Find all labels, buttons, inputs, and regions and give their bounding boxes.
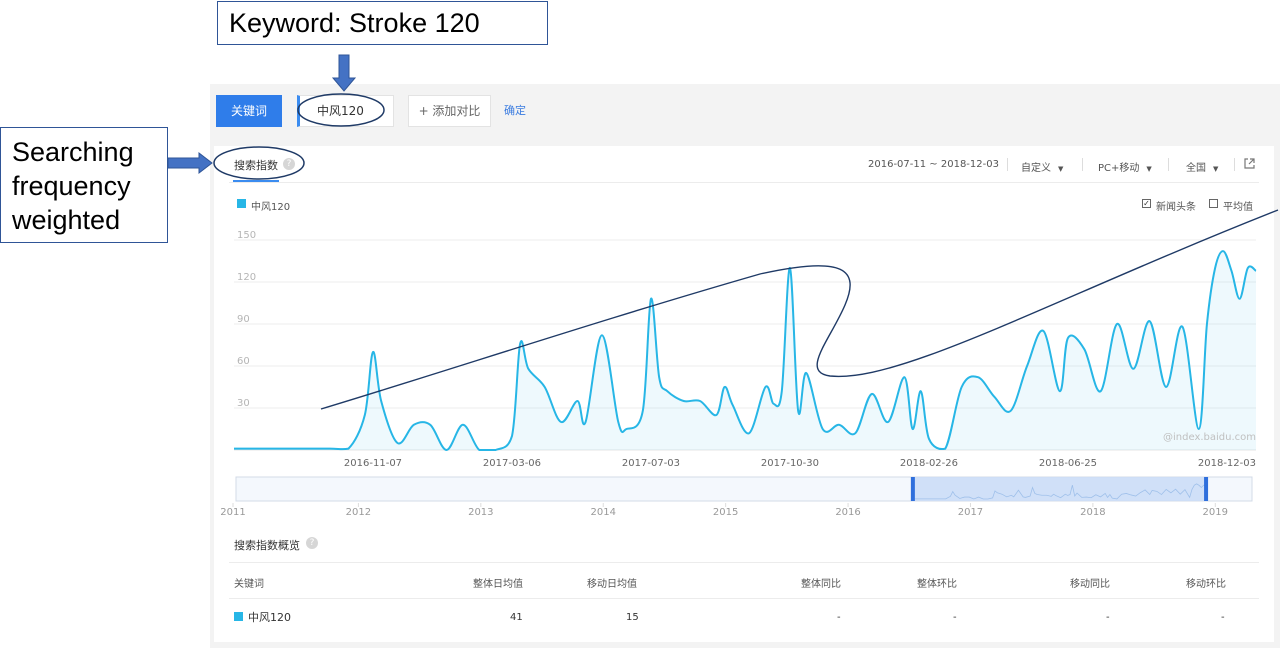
caret-down-icon: ▼ (1213, 165, 1219, 173)
annotation-line-2: frequency (12, 171, 131, 201)
row-keyword: 中风120 (248, 611, 291, 624)
navigator-year-label: 2013 (468, 507, 493, 518)
y-tick-label: 30 (237, 398, 250, 409)
row-mobile-yoy: - (1106, 612, 1110, 623)
region-label: 全国 (1186, 163, 1206, 174)
help-icon[interactable]: ? (283, 158, 295, 170)
right-arrow-icon (167, 151, 213, 175)
divider (1082, 158, 1083, 171)
divider (1007, 158, 1008, 171)
y-tick-label: 120 (237, 272, 256, 283)
search-index-title-text: 搜索指数 (234, 159, 278, 172)
device-dropdown[interactable]: PC+移动 ▼ (1098, 159, 1152, 174)
series-area (234, 251, 1256, 450)
x-tick-label: 2018-06-25 (1039, 458, 1097, 469)
confirm-button[interactable]: 确定 (504, 104, 526, 117)
col-mobile-yoy: 移动同比 (1070, 579, 1110, 590)
x-tick-label: 2017-07-03 (622, 458, 680, 469)
keyword-highlight-ellipse (297, 93, 385, 127)
x-tick-label: 2018-12-03 (1198, 458, 1256, 469)
annotation-line-3: weighted (12, 205, 121, 235)
caret-down-icon: ▼ (1058, 165, 1064, 173)
device-label: PC+移动 (1098, 163, 1140, 174)
title-highlight-ellipse (213, 146, 305, 180)
news-checkbox-label: 新闻头条 (1156, 202, 1196, 213)
x-tick-label: 2017-10-30 (761, 458, 819, 469)
keyword-tab[interactable]: 关键词 (216, 95, 282, 127)
col-mobile-avg: 移动日均值 (587, 579, 637, 590)
navigator-year-label: 2018 (1080, 507, 1105, 518)
col-overall-mom: 整体环比 (917, 579, 957, 590)
searching-frequency-annotation: Searching frequency weighted (0, 127, 168, 243)
row-overall-avg: 41 (510, 612, 523, 623)
trend-annotation-curve (320, 209, 1279, 410)
down-arrow-icon (331, 54, 357, 92)
navigator-year-label: 2017 (958, 507, 983, 518)
row-mobile-mom: - (1221, 612, 1225, 623)
row-swatch (234, 612, 243, 621)
navigator-preview-line (912, 483, 1207, 500)
legend-swatch (237, 199, 246, 208)
divider (1168, 158, 1169, 171)
series-line (233, 250, 1257, 452)
x-tick-label: 2018-02-26 (900, 458, 958, 469)
y-tick-label: 150 (237, 230, 256, 241)
table-divider (229, 562, 1259, 563)
caret-down-icon: ▼ (1146, 165, 1152, 173)
header-divider (229, 182, 1259, 183)
y-tick-label: 60 (237, 356, 250, 367)
search-index-card (214, 146, 1274, 642)
custom-label: 自定义 (1021, 163, 1051, 174)
navigator-year-label: 2014 (591, 507, 616, 518)
overview-title: 搜索指数概览 (234, 539, 300, 552)
annotation-line-1: Searching (12, 137, 134, 167)
date-range-picker[interactable]: 2016-07-11 ~ 2018-12-03 (868, 159, 999, 170)
col-mobile-mom: 移动环比 (1186, 579, 1226, 590)
row-overall-mom: - (953, 612, 957, 623)
watermark: @index.baidu.com (1163, 432, 1257, 443)
x-tick-label: 2016-11-07 (344, 458, 402, 469)
legend-label: 中风120 (251, 202, 291, 213)
external-link-icon[interactable] (1243, 157, 1256, 170)
navigator-handle-left[interactable] (910, 477, 915, 501)
table-divider (229, 598, 1259, 599)
col-overall-avg: 整体日均值 (473, 579, 523, 590)
col-overall-yoy: 整体同比 (801, 579, 841, 590)
add-compare-button[interactable]: + 添加对比 (408, 95, 491, 127)
overview-help-icon[interactable]: ? (306, 537, 318, 549)
average-checkbox[interactable] (1209, 199, 1218, 208)
y-tick-label: 90 (237, 314, 250, 325)
navigator-year-label: 2015 (713, 507, 738, 518)
navigator-handle-right[interactable] (1204, 477, 1209, 501)
news-checkbox[interactable]: ✓ (1142, 199, 1151, 208)
col-keyword: 关键词 (234, 579, 264, 590)
custom-dropdown[interactable]: 自定义 ▼ (1021, 159, 1063, 174)
keyword-annotation: Keyword: Stroke 120 (217, 1, 548, 45)
navigator-year-label: 2016 (835, 507, 860, 518)
divider (1234, 158, 1235, 171)
x-tick-label: 2017-03-06 (483, 458, 541, 469)
average-checkbox-label: 平均值 (1223, 202, 1253, 213)
navigator-year-label: 2011 (220, 507, 245, 518)
row-mobile-avg: 15 (626, 612, 639, 623)
row-overall-yoy: - (837, 612, 841, 623)
title-underline (233, 180, 279, 182)
navigator-year-label: 2019 (1203, 507, 1228, 518)
region-dropdown[interactable]: 全国 ▼ (1186, 159, 1218, 174)
navigator-year-label: 2012 (346, 507, 371, 518)
search-index-title[interactable]: 搜索指数 (234, 157, 278, 173)
